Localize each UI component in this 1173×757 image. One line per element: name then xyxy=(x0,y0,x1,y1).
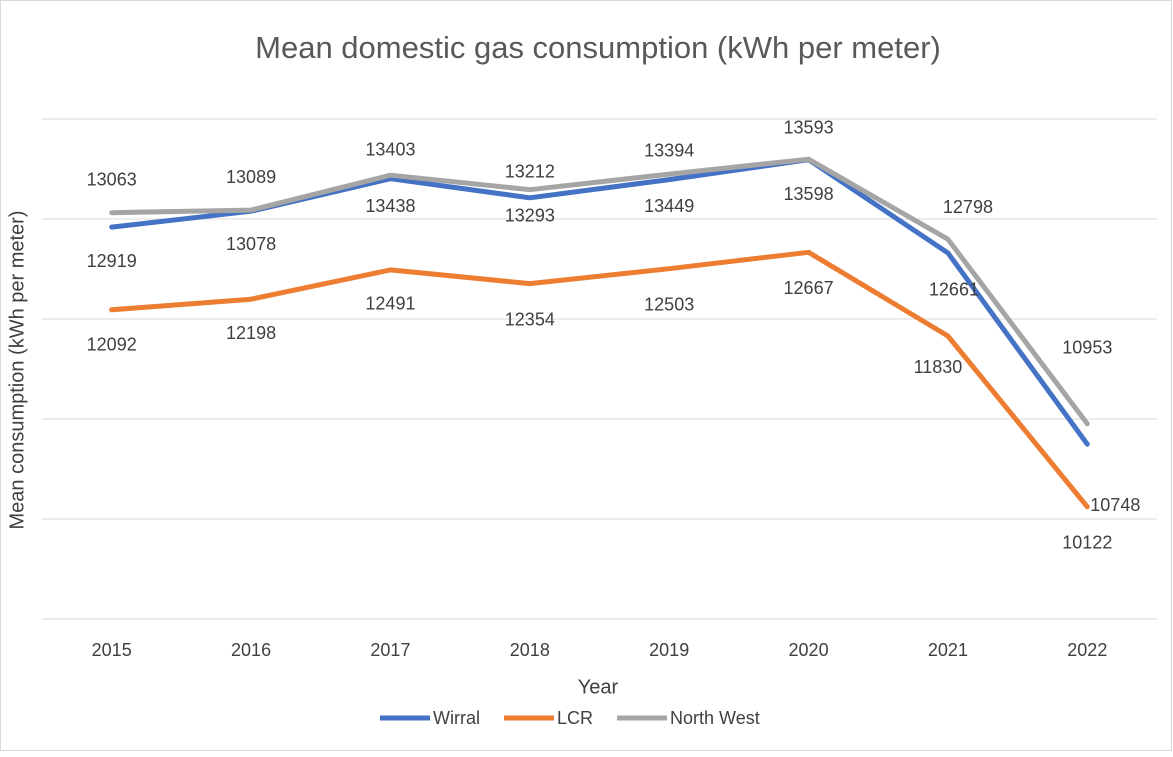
data-label: 13078 xyxy=(226,234,276,254)
data-label: 12354 xyxy=(505,309,555,329)
data-label: 13438 xyxy=(365,196,415,216)
x-tick-label: 2018 xyxy=(510,640,550,660)
x-tick-label: 2017 xyxy=(370,640,410,660)
legend-label: LCR xyxy=(557,708,593,728)
data-label: 13293 xyxy=(505,205,555,225)
data-label: 12919 xyxy=(87,251,137,271)
legend-label: North West xyxy=(670,708,760,728)
chart-title: Mean domestic gas consumption (kWh per m… xyxy=(255,30,941,65)
data-label: 12198 xyxy=(226,323,276,343)
x-tick-label: 2015 xyxy=(92,640,132,660)
data-label: 13403 xyxy=(365,139,415,159)
data-label: 12491 xyxy=(365,294,415,314)
data-label: 11830 xyxy=(914,357,963,377)
x-tick-label: 2020 xyxy=(789,640,829,660)
x-tick-label: 2016 xyxy=(231,640,271,660)
series-line xyxy=(109,249,1090,510)
legend-label: Wirral xyxy=(433,708,480,728)
data-label: 10122 xyxy=(1062,533,1112,553)
data-label: 12798 xyxy=(943,197,993,217)
data-label: 12667 xyxy=(784,278,834,298)
data-label: 13598 xyxy=(784,184,834,204)
data-label: 13063 xyxy=(87,169,137,189)
data-label: 13593 xyxy=(784,117,834,137)
data-label: 12503 xyxy=(644,294,694,314)
x-tick-label: 2021 xyxy=(928,640,968,660)
data-label: 12092 xyxy=(87,335,137,355)
x-tick-label: 2019 xyxy=(649,640,689,660)
data-label: 13449 xyxy=(644,196,694,216)
data-label: 10748 xyxy=(1090,495,1140,515)
data-label: 10953 xyxy=(1062,337,1112,357)
data-label: 13089 xyxy=(226,167,276,187)
series-line xyxy=(109,156,1090,427)
y-axis-label: Mean consumption (kWh per meter) xyxy=(6,210,28,529)
data-label: 13394 xyxy=(644,140,694,160)
data-label: 13212 xyxy=(505,162,555,182)
data-label: 12661 xyxy=(929,280,979,300)
x-tick-label: 2022 xyxy=(1067,640,1107,660)
x-axis-label: Year xyxy=(578,676,619,698)
